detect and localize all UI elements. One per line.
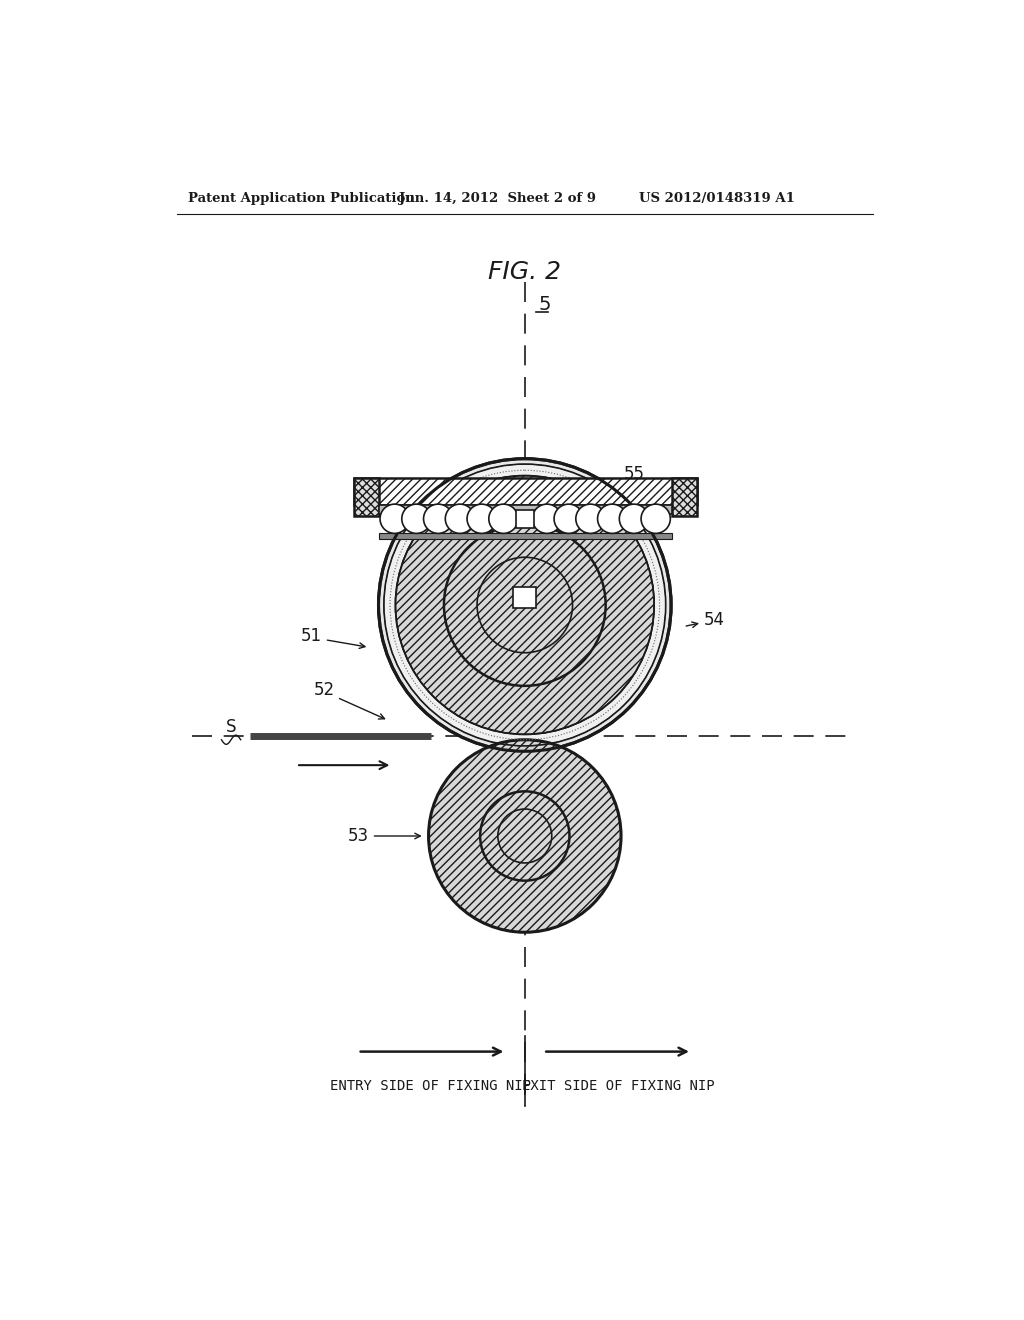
Text: 54: 54 (705, 611, 725, 630)
Text: EXIT SIDE OF FIXING NIP: EXIT SIDE OF FIXING NIP (522, 1080, 715, 1093)
Text: S: S (225, 718, 236, 735)
Circle shape (620, 504, 648, 533)
Circle shape (379, 459, 671, 751)
Wedge shape (384, 465, 666, 746)
Circle shape (429, 739, 621, 932)
Text: 53: 53 (348, 828, 370, 845)
Circle shape (477, 557, 572, 653)
Bar (354, 478, 379, 516)
Circle shape (641, 504, 671, 533)
Circle shape (488, 504, 518, 533)
Circle shape (444, 524, 605, 686)
Circle shape (424, 504, 453, 533)
Text: Jun. 14, 2012  Sheet 2 of 9: Jun. 14, 2012 Sheet 2 of 9 (398, 191, 596, 205)
Bar (513, 586, 537, 609)
Text: 52: 52 (313, 681, 335, 698)
Circle shape (445, 504, 474, 533)
Circle shape (554, 504, 584, 533)
Circle shape (395, 475, 654, 734)
Text: |: | (522, 1077, 527, 1096)
Circle shape (401, 504, 431, 533)
Circle shape (498, 809, 552, 863)
Text: 5: 5 (539, 296, 551, 314)
Circle shape (467, 504, 497, 533)
Text: US 2012/0148319 A1: US 2012/0148319 A1 (639, 191, 795, 205)
Bar (379, 506, 672, 515)
Bar (354, 478, 696, 506)
Text: ENTRY SIDE OF FIXING NIP: ENTRY SIDE OF FIXING NIP (331, 1080, 531, 1093)
Circle shape (598, 504, 627, 533)
Circle shape (532, 504, 561, 533)
Text: Patent Application Publication: Patent Application Publication (188, 191, 415, 205)
Bar (672, 478, 696, 516)
Bar (379, 533, 672, 539)
Text: FIG. 2: FIG. 2 (488, 260, 561, 284)
Circle shape (380, 504, 410, 533)
Text: 55: 55 (624, 465, 644, 483)
Text: 51: 51 (300, 627, 322, 644)
Bar (515, 510, 535, 528)
Circle shape (575, 504, 605, 533)
Circle shape (480, 792, 569, 880)
